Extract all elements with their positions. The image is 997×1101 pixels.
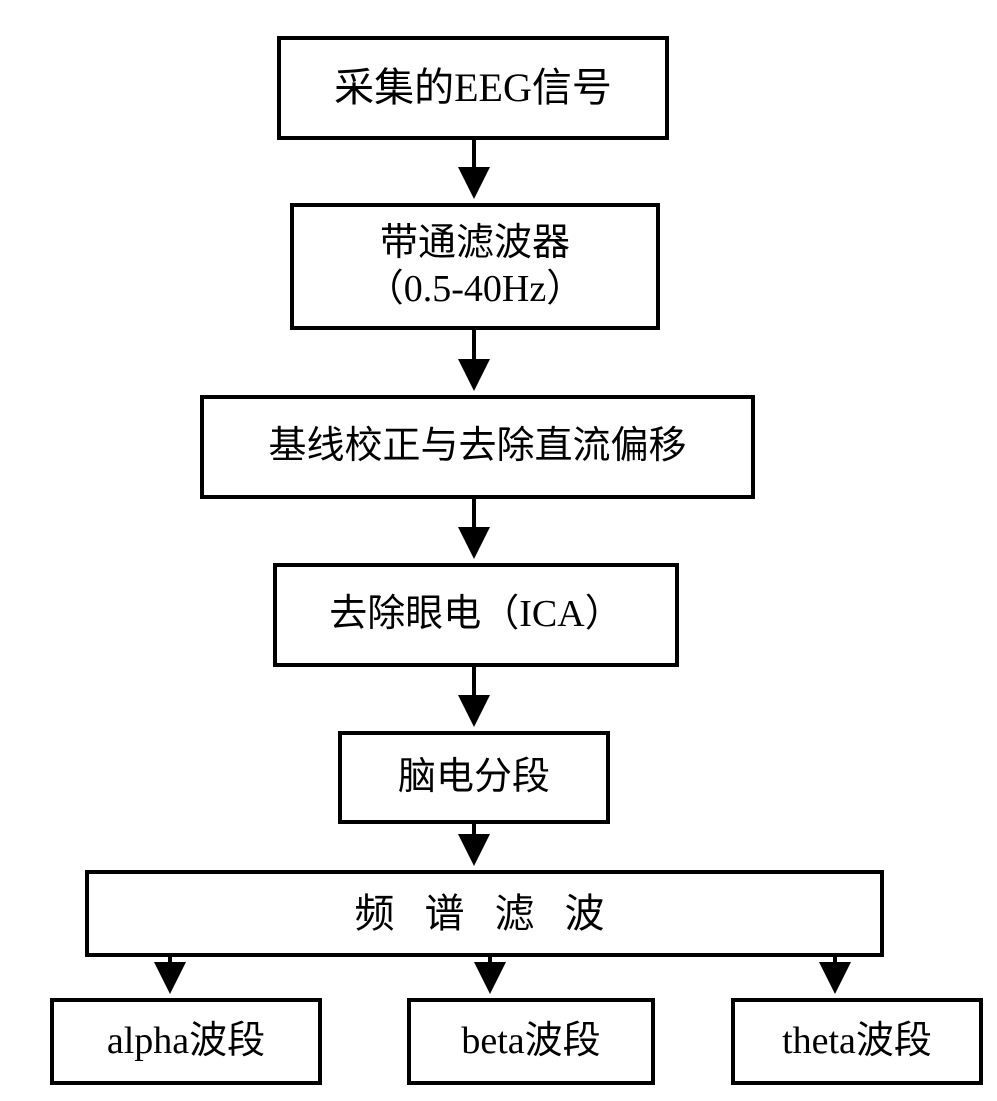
flow-arrows — [0, 0, 997, 1101]
